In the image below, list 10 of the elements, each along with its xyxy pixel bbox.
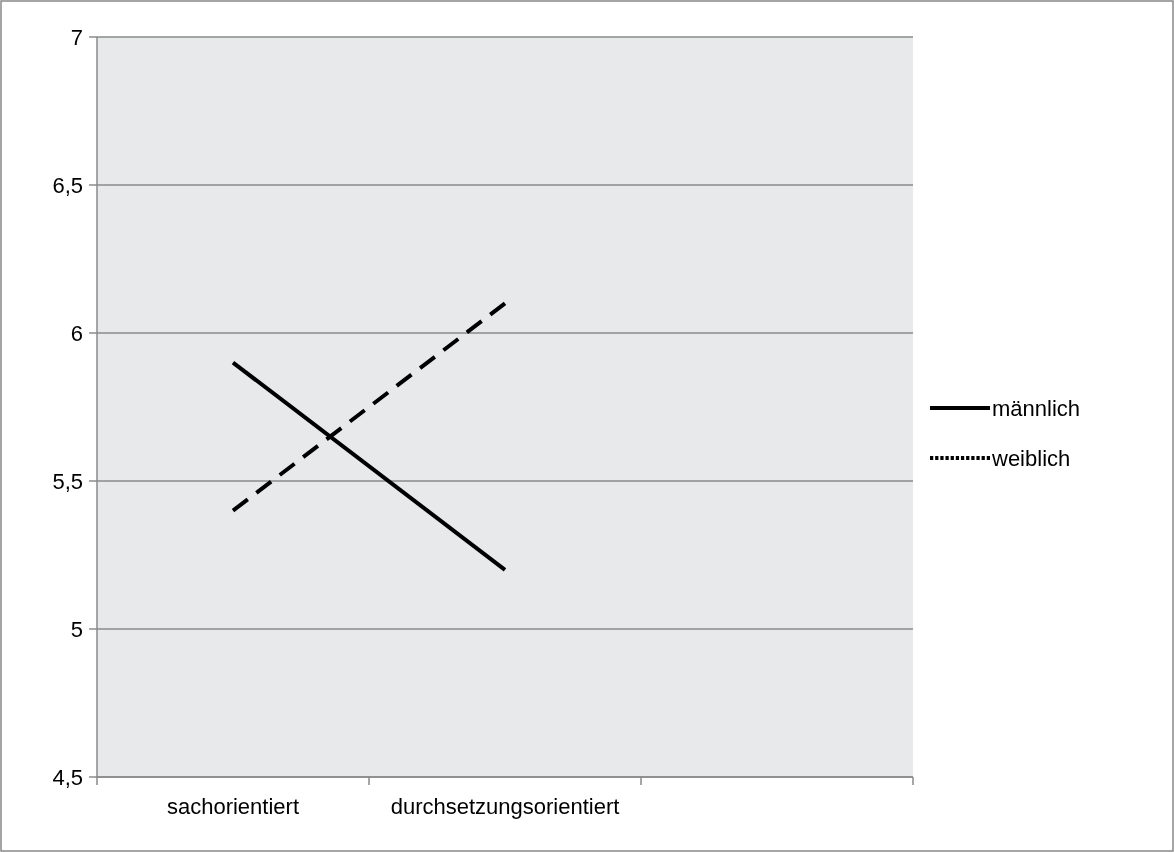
legend-label: männlich bbox=[992, 395, 1081, 421]
y-tick-label: 6,5 bbox=[52, 172, 83, 198]
y-tick-label: 7 bbox=[70, 24, 83, 50]
y-tick-label: 4,5 bbox=[52, 764, 83, 790]
y-tick-label: 5,5 bbox=[52, 468, 83, 494]
x-tick-label: durchsetzungsorientiert bbox=[390, 794, 620, 819]
x-tick-label: sachorientiert bbox=[166, 794, 300, 819]
y-tick-label: 5 bbox=[70, 616, 83, 642]
y-tick-label: 6 bbox=[70, 320, 83, 346]
legend-label: weiblich bbox=[991, 445, 1071, 471]
